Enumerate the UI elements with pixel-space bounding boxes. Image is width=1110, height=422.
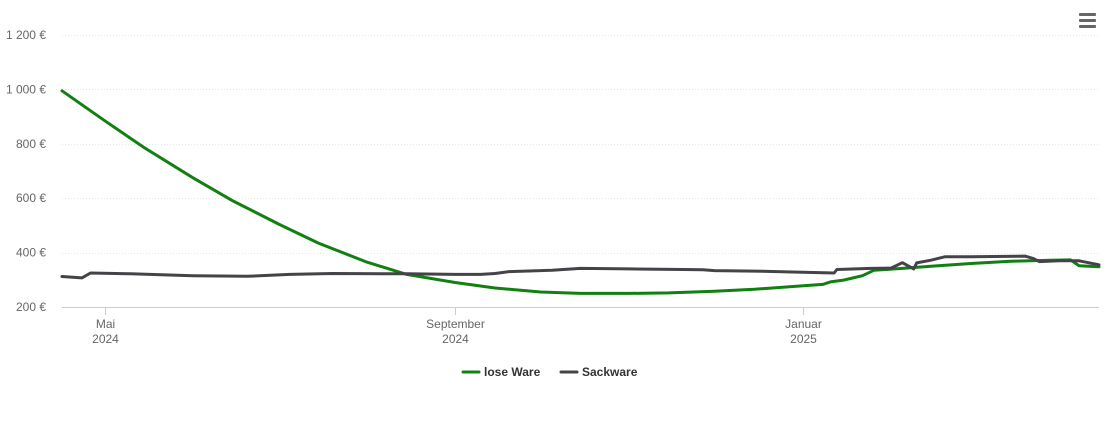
legend-item-label[interactable]: lose Ware <box>484 365 541 379</box>
y-tick-label: 600 € <box>16 191 46 205</box>
y-tick-label: 400 € <box>16 246 46 260</box>
y-tick-label: 1 000 € <box>6 82 46 96</box>
y-tick-label: 1 200 € <box>6 28 46 42</box>
y-axis: 200 € 400 € 600 € 800 € 1 200 € 1 000 € <box>6 28 46 314</box>
x-tick-label: 2025 <box>790 332 817 346</box>
hamburger-menu-icon[interactable] <box>1076 10 1100 32</box>
y-tick-label: 200 € <box>16 300 46 314</box>
legend[interactable]: lose Ware Sackware <box>461 365 638 379</box>
series-line-sackware[interactable] <box>60 254 1101 280</box>
x-tick-label: 2024 <box>92 332 119 346</box>
y-tick-label: 800 € <box>16 137 46 151</box>
x-tick-label: 2024 <box>442 332 469 346</box>
x-tick-label: September <box>426 317 485 331</box>
x-tick-label: Mai <box>96 317 115 331</box>
x-tick-label: Januar <box>785 317 822 331</box>
grid-lines <box>62 35 1099 308</box>
series-layer <box>60 89 1101 295</box>
series-line-lose-ware[interactable] <box>60 89 1101 295</box>
legend-item-label[interactable]: Sackware <box>582 365 638 379</box>
